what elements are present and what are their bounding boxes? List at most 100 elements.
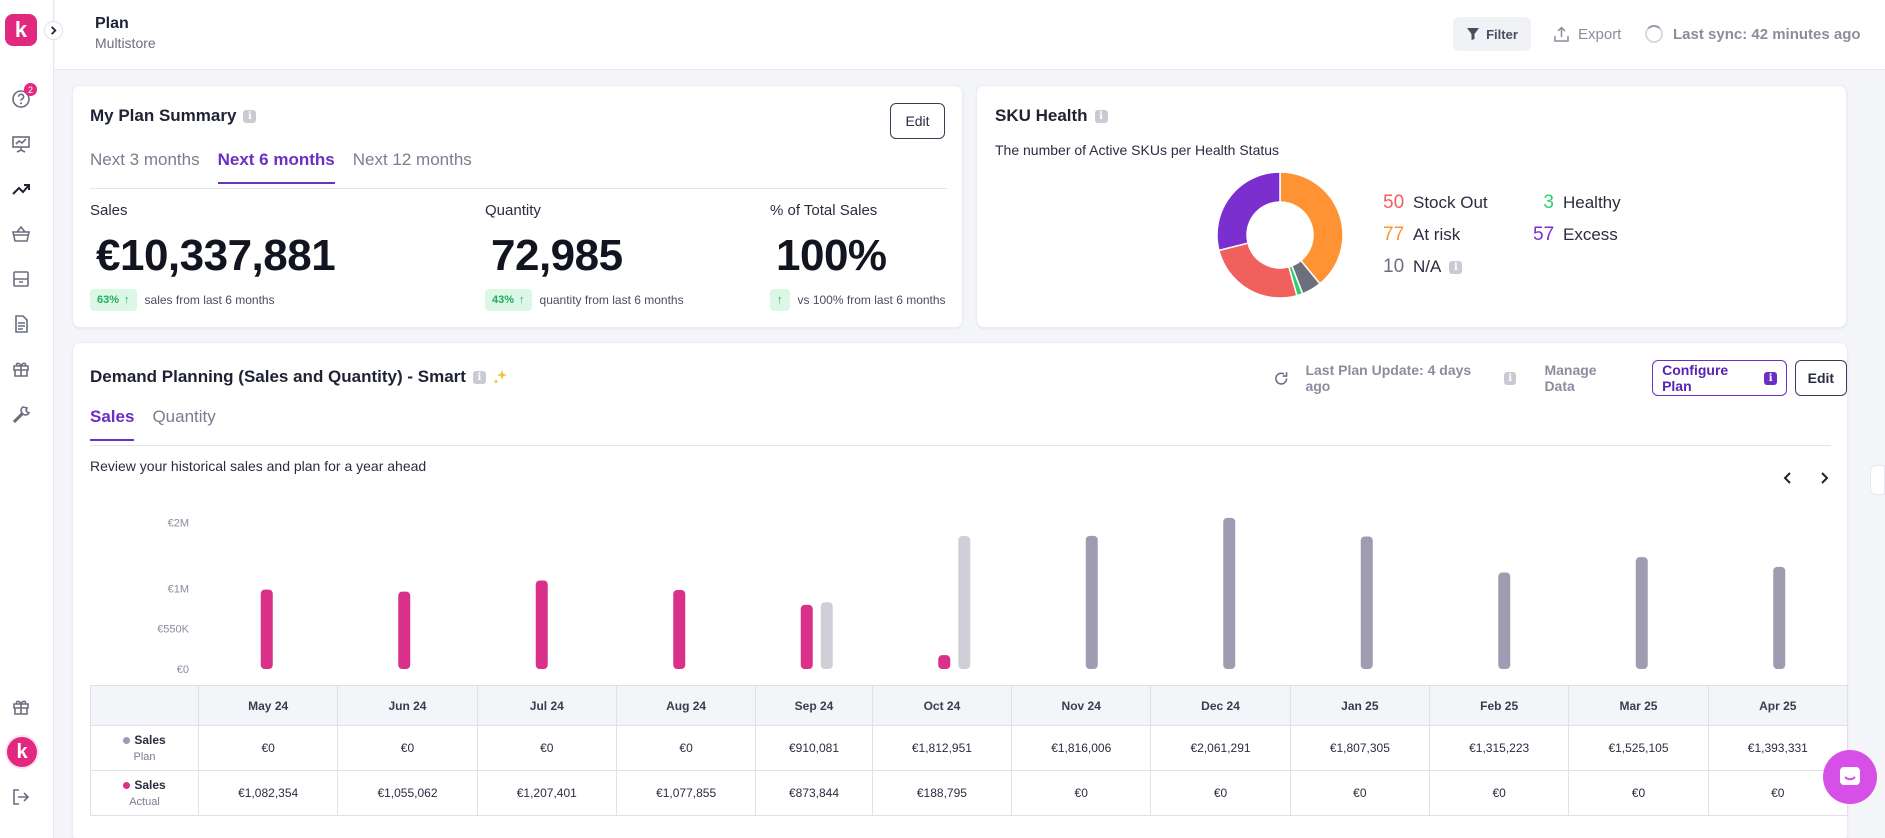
actual-cell[interactable]: €1,055,062 [337,770,478,816]
next-arrow[interactable] [1817,471,1831,490]
change-badge: 63% ↑ [90,289,137,311]
plan-cell[interactable]: €2,061,291 [1150,725,1291,771]
info-icon[interactable]: i [1094,109,1108,123]
tools-icon[interactable] [9,402,33,426]
month-header: Oct 24 [871,685,1013,726]
actual-cell[interactable]: €0 [1428,770,1570,816]
tab-sales[interactable]: Sales [90,407,135,441]
demand-edit-button[interactable]: Edit [1794,360,1848,396]
user-avatar[interactable]: k [5,735,39,769]
summary-edit-button[interactable]: Edit [890,103,945,139]
archive-icon[interactable] [9,267,33,291]
info-icon[interactable]: i [1449,260,1463,274]
side-panel-toggle[interactable] [1870,465,1885,495]
metric-label: % of Total Sales [770,202,878,219]
tabs-divider [90,445,1831,446]
chevron-right-icon [51,26,57,35]
demand-planning-title: Demand Planning (Sales and Quantity) - S… [90,367,466,386]
actual-cell[interactable]: €0 [1150,770,1291,816]
help-icon[interactable]: 2 [9,83,37,111]
table-row-plan: Sales Plan €0 €0 €0 €0 €910,081 €1,812,951 €1,… [90,725,1849,771]
excess-label[interactable]: Excess [1563,225,1618,244]
last-plan-update: Last Plan Update: 4 days ago [1305,362,1472,394]
month-header: Dec 24 [1150,685,1291,726]
tab-next-12-months[interactable]: Next 12 months [352,150,472,169]
metric-label: Sales [90,202,128,219]
export-button[interactable]: Export [1553,17,1621,51]
info-icon: i [1764,371,1777,385]
refresh-icon[interactable] [1273,370,1289,387]
arrow-up-icon: ↑ [519,294,525,306]
plan-cell[interactable]: €1,315,223 [1428,725,1570,771]
metric-sales: Sales €10,337,881 63% ↑ sales from last 6… [90,202,336,311]
plan-cell[interactable]: €1,525,105 [1568,725,1709,771]
plan-cell[interactable]: €910,081 [755,725,873,771]
document-icon[interactable] [9,312,33,336]
chat-button[interactable] [1823,750,1877,804]
plan-cell[interactable]: €0 [337,725,478,771]
gift-box-icon[interactable] [9,357,33,381]
filter-label: Filter [1486,26,1518,42]
actual-cell[interactable]: €873,844 [755,770,873,816]
metric-value: 72,985 [491,231,623,280]
previous-arrow[interactable] [1781,471,1795,490]
plan-cell[interactable]: €1,393,331 [1707,725,1849,771]
trending-up-icon[interactable] [9,177,33,201]
filter-icon [1467,28,1480,40]
donut-slice-at-risk[interactable] [1279,171,1344,285]
actual-cell[interactable]: €0 [1011,770,1152,816]
table-row-actual: Sales Actual €1,082,354 €1,055,062 €1,207,… [90,770,1849,816]
at-risk-label[interactable]: At risk [1413,225,1461,244]
plan-cell[interactable]: €0 [615,725,757,771]
presentation-icon[interactable] [9,132,33,156]
info-icon[interactable]: i [1503,371,1517,385]
actual-cell[interactable]: €0 [1289,770,1431,816]
sku-health-card: SKU Health i The number of Active SKUs p… [976,85,1847,328]
gift-icon[interactable] [9,695,33,719]
metric-note: sales from last 6 months [144,293,275,307]
filter-button[interactable]: Filter [1453,17,1531,51]
tab-next-3-months[interactable]: Next 3 months [90,150,200,169]
stock-out-count: 50 [1383,192,1405,213]
info-icon[interactable]: i [472,370,486,384]
plan-cell[interactable]: €0 [197,725,339,771]
actual-cell[interactable]: €0 [1568,770,1709,816]
basket-icon[interactable] [9,222,33,246]
info-icon[interactable]: i [243,109,257,123]
page-header: Plan Multistore Filter Export Last sync:… [55,0,1885,70]
month-header: Mar 25 [1568,685,1709,726]
logout-icon[interactable] [9,785,33,809]
healthy-count: 3 [1543,192,1554,213]
change-badge: ↑ [770,289,790,311]
sku-legend: 50 Stock Out 3 Healthy 77 At risk 57 Exc… [1383,192,1663,278]
manage-data-button[interactable]: Manage Data [1544,362,1597,394]
donut-slice-excess[interactable] [1216,171,1281,252]
actual-cell[interactable]: €1,207,401 [476,770,617,816]
plan-cell[interactable]: €1,816,006 [1011,725,1152,771]
app-logo[interactable]: k [5,14,37,46]
summary-tabs: Next 3 months Next 6 months Next 12 mont… [90,150,490,184]
sidebar-collapse-button[interactable] [44,21,63,40]
stock-out-label[interactable]: Stock Out [1413,193,1488,212]
plan-cell[interactable]: €1,812,951 [871,725,1013,771]
configure-plan-button[interactable]: Configure Plan i [1652,360,1787,396]
sku-health-donut [1216,171,1344,299]
demand-table: May 24 Jun 24 Jul 24 Aug 24 Sep 24 Oct 24 Nov … [90,685,1849,816]
donut-slice-stock-out[interactable] [1218,242,1298,299]
plan-cell[interactable]: €1,807,305 [1289,725,1431,771]
demand-description: Review your historical sales and plan fo… [90,458,427,474]
actual-cell[interactable]: €188,795 [871,770,1013,816]
arrow-up-icon: ↑ [777,294,783,306]
table-corner-cell [90,685,199,726]
tab-next-6-months[interactable]: Next 6 months [217,150,335,184]
na-label[interactable]: N/A i [1413,257,1533,277]
actual-cell[interactable]: €1,082,354 [197,770,339,816]
healthy-label[interactable]: Healthy [1563,193,1621,212]
page-subtitle: Multistore [95,35,156,51]
actual-cell[interactable]: €1,077,855 [615,770,757,816]
sync-status: Last sync: 42 minutes ago [1645,17,1861,51]
plan-cell[interactable]: €0 [476,725,617,771]
metric-value: €10,337,881 [96,231,336,280]
tab-quantity[interactable]: Quantity [152,407,216,426]
change-badge: 43% ↑ [485,289,532,311]
